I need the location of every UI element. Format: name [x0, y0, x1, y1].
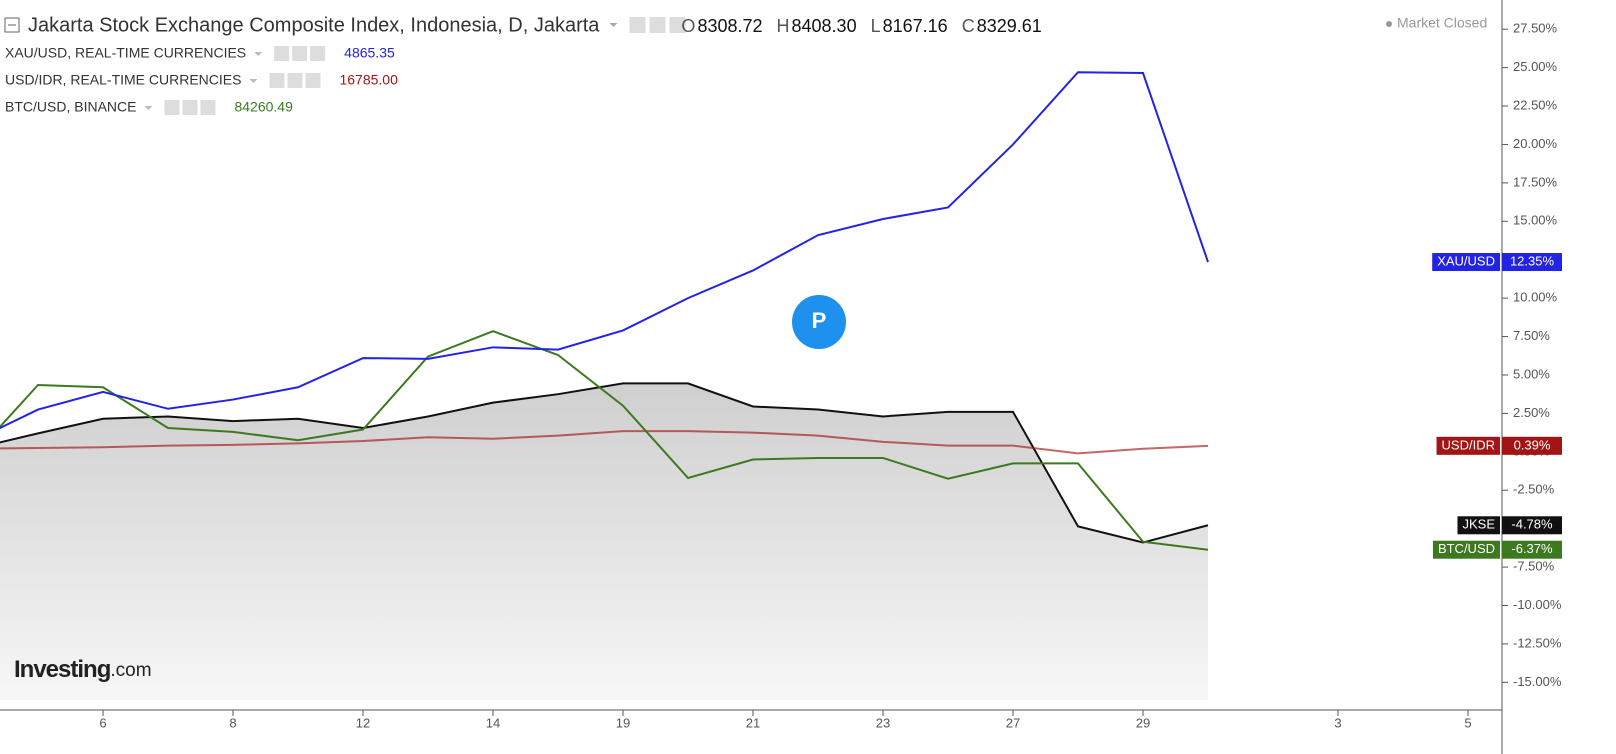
ohlc-key: L [871, 16, 881, 36]
ohlc-key: C [962, 16, 975, 36]
tag-value-box [1502, 516, 1562, 535]
y-tick-label: 22.50% [1513, 97, 1558, 112]
series-line [0, 382, 1209, 544]
tag-value: 12.35% [1510, 253, 1555, 268]
y-tick-label: 15.00% [1513, 213, 1558, 228]
y-tick-label: 10.00% [1513, 290, 1558, 305]
series-line [0, 330, 1209, 551]
legend-name: USD/IDR, REAL-TIME CURRENCIES [5, 72, 241, 88]
y-tick-label: -15.00% [1513, 674, 1562, 689]
tag-value: 0.39% [1514, 437, 1551, 452]
x-tick-label: 3 [1334, 715, 1341, 730]
marker-circle[interactable] [792, 295, 846, 349]
ohlc-key: H [777, 16, 790, 36]
brand-suffix: .com [110, 660, 151, 681]
y-tick-label: 5.00% [1513, 366, 1550, 381]
y-tick-label: -10.00% [1513, 597, 1562, 612]
icon-button[interactable] [200, 100, 216, 115]
plot-area [0, 71, 1209, 700]
x-tick-label: 23 [876, 715, 890, 730]
legend-dropdown [254, 52, 263, 56]
y-tick-label: 17.50% [1513, 174, 1558, 189]
tag-name: USD/IDR [1442, 437, 1495, 452]
legend-dropdown [144, 106, 153, 110]
brand: Investing [14, 656, 111, 683]
marker-letter: P [812, 308, 827, 333]
area [0, 383, 1208, 700]
legend-quote: 16785.00 [339, 72, 398, 88]
x-tick-label: 21 [746, 715, 760, 730]
x-tick-label: 29 [1136, 715, 1150, 730]
series-line [0, 71, 1209, 430]
ohlc-value: 8167.16 [883, 16, 948, 36]
icon-button[interactable] [669, 17, 686, 33]
icon-button[interactable] [182, 100, 198, 115]
legend-quote: 84260.49 [234, 99, 293, 115]
icon-button[interactable] [164, 100, 180, 115]
y-tick-label: -12.50% [1513, 635, 1562, 650]
tag-value: -6.37% [1511, 541, 1553, 556]
tag-value-box [1502, 540, 1562, 559]
market-status: Market Closed [1397, 15, 1487, 31]
icon-button[interactable] [649, 17, 666, 33]
icon-button[interactable] [629, 17, 646, 33]
tag-name-box [1432, 540, 1500, 559]
tag-name-box [1432, 253, 1500, 272]
collapse-icon[interactable] [4, 17, 20, 33]
tag-value-box [1502, 436, 1562, 455]
status-dot [1386, 21, 1392, 27]
ohlc-value: 8308.72 [697, 16, 762, 36]
y-tick-label: 20.00% [1513, 136, 1558, 151]
y-tick-label: -7.50% [1513, 559, 1555, 574]
y-tick-label: 7.50% [1513, 328, 1550, 343]
tag-value: -4.78% [1511, 517, 1553, 532]
y-tick-label: 27.50% [1513, 21, 1558, 36]
tag-value-box [1502, 253, 1562, 272]
ohlc-value: 8329.61 [977, 16, 1042, 36]
tag-name: XAU/USD [1437, 253, 1495, 268]
legend-name: BTC/USD, BINANCE [5, 99, 136, 115]
x-tick-label: 8 [229, 715, 236, 730]
x-tick-label: 14 [486, 715, 500, 730]
title-dropdown [609, 23, 618, 27]
tag-name-box [1436, 436, 1500, 455]
tag-name: JKSE [1462, 517, 1495, 532]
chart-title: Jakarta Stock Exchange Composite Index, … [28, 14, 600, 36]
y-tick-label: -2.50% [1513, 482, 1555, 497]
y-tick-label: 2.50% [1513, 405, 1550, 420]
legend-quote: 4865.35 [344, 45, 395, 61]
y-tick-label: 25.00% [1513, 59, 1558, 74]
icon-button[interactable] [287, 73, 303, 88]
x-tick-label: 12 [356, 715, 370, 730]
ohlc-key: O [681, 16, 695, 36]
icon-button[interactable] [305, 73, 321, 88]
legend-name: XAU/USD, REAL-TIME CURRENCIES [5, 45, 246, 61]
brand-logo: Investing.com [14, 656, 152, 683]
x-tick-label: 27 [1006, 715, 1020, 730]
x-tick-label: 5 [1464, 715, 1471, 730]
ohlc-value: 8408.30 [792, 16, 857, 36]
icon-button[interactable] [310, 46, 326, 61]
series-line [0, 430, 1209, 455]
icon-button[interactable] [269, 73, 285, 88]
x-tick-label: 19 [616, 715, 630, 730]
tag-name-box [1457, 516, 1500, 535]
icon-button[interactable] [274, 46, 290, 61]
legend-dropdown [249, 79, 258, 83]
icon-button[interactable] [292, 46, 308, 61]
x-tick-label: 6 [99, 715, 106, 730]
tag-name: BTC/USD [1438, 541, 1495, 556]
